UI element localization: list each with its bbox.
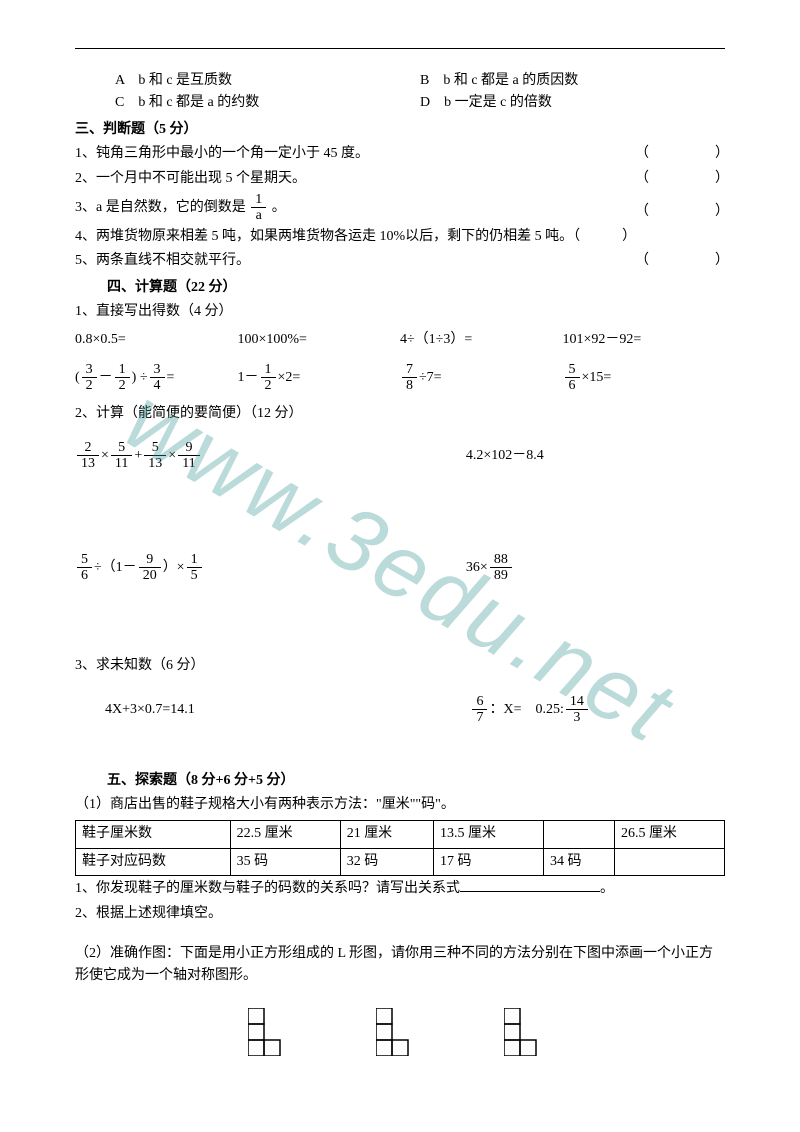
page-content: A b 和 c 是互质数 B b 和 c 都是 a 的质因数 C b 和 c 都… <box>75 50 725 1056</box>
calc-3b: 4.2×102－8.4 <box>386 445 725 467</box>
cell: 32 码 <box>340 848 433 875</box>
q3-5-text: 5、两条直线不相交就平行。 <box>75 250 635 272</box>
cell: 35 码 <box>230 848 340 875</box>
paren: （ ） <box>635 168 735 190</box>
option-a: A b 和 c 是互质数 <box>115 70 420 92</box>
cell: 22.5 厘米 <box>230 821 340 848</box>
calc-row-2: (32－12) ÷34= 1－12×2= 78÷7= 56×15= <box>75 362 725 394</box>
spacer-1 <box>75 472 725 542</box>
lshape-2 <box>376 1008 424 1056</box>
calc-row-4: 56÷（1－920）×15 36×8889 <box>75 552 725 584</box>
option-row-2: C b 和 c 都是 a 的约数 D b 一定是 c 的倍数 <box>75 92 725 114</box>
calc-2d: 56×15= <box>563 362 726 394</box>
cell <box>543 821 614 848</box>
cell: 26.5 厘米 <box>614 821 724 848</box>
table-row: 鞋子厘米数 22.5 厘米 21 厘米 13.5 厘米 26.5 厘米 <box>76 821 725 848</box>
calc-row-5: 4X+3×0.7=14.1 67：X= 0.25:143 <box>75 694 725 726</box>
eq-1: 4X+3×0.7=14.1 <box>75 699 410 721</box>
cell: 34 码 <box>543 848 614 875</box>
cell: 鞋子对应码数 <box>76 848 231 875</box>
frac-1-a: 1a <box>251 192 266 224</box>
calc-3a: 213×511+513×911 <box>75 440 386 472</box>
option-c: C b 和 c 都是 a 的约数 <box>115 92 420 114</box>
eq1-text: 4X+3×0.7=14.1 <box>105 702 195 717</box>
paren: （ ） <box>635 143 735 165</box>
section-3-title: 三、判断题（5 分） <box>75 119 725 141</box>
option-row-1: A b 和 c 是互质数 B b 和 c 都是 a 的质因数 <box>75 70 725 92</box>
sec5-intro: （1）商店出售的鞋子规格大小有两种表示方法："厘米""码"。 <box>75 794 725 816</box>
q3-3b: 。 <box>272 200 286 215</box>
spacer-3 <box>75 726 725 766</box>
q4-3-title: 3、求未知数（6 分） <box>75 655 725 677</box>
q3-4-text: 4、两堆货物原来相差 5 吨，如果两堆货物各运走 10%以后，剩下的仍相差 5 … <box>75 229 580 244</box>
cell: 鞋子厘米数 <box>76 821 231 848</box>
calc-2b: 1－12×2= <box>238 362 401 394</box>
lshape-row <box>75 1008 725 1056</box>
q3-1: 1、钝角三角形中最小的一个角一定小于 45 度。 （ ） <box>75 143 725 165</box>
section-4-title: 四、计算题（22 分） <box>75 277 725 299</box>
sec5-q1-text: 1、你发现鞋子的厘米数与鞋子的码数的关系吗？请写出关系式 <box>75 881 460 896</box>
blank-line <box>460 878 600 892</box>
sec5-q2: 2、根据上述规律填空。 <box>75 903 725 925</box>
q3-2: 2、一个月中不可能出现 5 个星期天。 （ ） <box>75 168 725 190</box>
eq-2: 67：X= 0.25:143 <box>410 694 725 726</box>
calc-2a: (32－12) ÷34= <box>75 362 238 394</box>
spacer-2 <box>75 583 725 653</box>
cell <box>614 848 724 875</box>
lshape-3 <box>504 1008 552 1056</box>
q3-3-text: 3、a 是自然数，它的倒数是 1a 。 <box>75 192 635 224</box>
cell: 21 厘米 <box>340 821 433 848</box>
sec5-q1-end: 。 <box>600 881 614 896</box>
calc-row-1: 0.8×0.5= 100×100%= 4÷（1÷3）= 101×92－92= <box>75 329 725 351</box>
q3-4: 4、两堆货物原来相差 5 吨，如果两堆货物各运走 10%以后，剩下的仍相差 5 … <box>75 226 725 248</box>
section-5-title: 五、探索题（8 分+6 分+5 分） <box>75 770 725 792</box>
q3-3a: 3、a 是自然数，它的倒数是 <box>75 200 246 215</box>
q3-1-text: 1、钝角三角形中最小的一个角一定小于 45 度。 <box>75 143 635 165</box>
paren: （ ） <box>635 201 735 223</box>
q3-2-text: 2、一个月中不可能出现 5 个星期天。 <box>75 168 635 190</box>
sec5-q1: 1、你发现鞋子的厘米数与鞋子的码数的关系吗？请写出关系式 。 <box>75 878 725 900</box>
calc-1a: 0.8×0.5= <box>75 329 238 351</box>
cell: 17 码 <box>433 848 543 875</box>
table-row: 鞋子对应码数 35 码 32 码 17 码 34 码 <box>76 848 725 875</box>
sec5-p2: （2）准确作图：下面是用小正方形组成的 L 形图，请你用三种不同的方法分别在下图… <box>75 943 725 988</box>
q3-4-end: ） <box>622 229 636 244</box>
calc-row-3: 213×511+513×911 4.2×102－8.4 <box>75 440 725 472</box>
option-d: D b 一定是 c 的倍数 <box>420 92 725 114</box>
q4-2-title: 2、计算（能简便的要简便）（12 分） <box>75 403 725 425</box>
calc-4a: 56÷（1－920）×15 <box>75 552 386 584</box>
calc-1d: 101×92－92= <box>563 329 726 351</box>
cell: 13.5 厘米 <box>433 821 543 848</box>
q3-3: 3、a 是自然数，它的倒数是 1a 。 （ ） <box>75 192 725 224</box>
q3-5: 5、两条直线不相交就平行。 （ ） <box>75 250 725 272</box>
q3-4-space <box>580 229 622 244</box>
calc-4b: 36×8889 <box>386 552 725 584</box>
spacer-4 <box>75 925 725 941</box>
option-b: B b 和 c 都是 a 的质因数 <box>420 70 725 92</box>
top-rule <box>75 48 725 49</box>
shoe-table: 鞋子厘米数 22.5 厘米 21 厘米 13.5 厘米 26.5 厘米 鞋子对应… <box>75 820 725 876</box>
calc-1c: 4÷（1÷3）= <box>400 329 563 351</box>
calc-1b: 100×100%= <box>238 329 401 351</box>
lshape-1 <box>248 1008 296 1056</box>
q4-1-title: 1、直接写出得数（4 分） <box>75 301 725 323</box>
paren: （ ） <box>635 250 735 272</box>
calc-2c: 78÷7= <box>400 362 563 394</box>
